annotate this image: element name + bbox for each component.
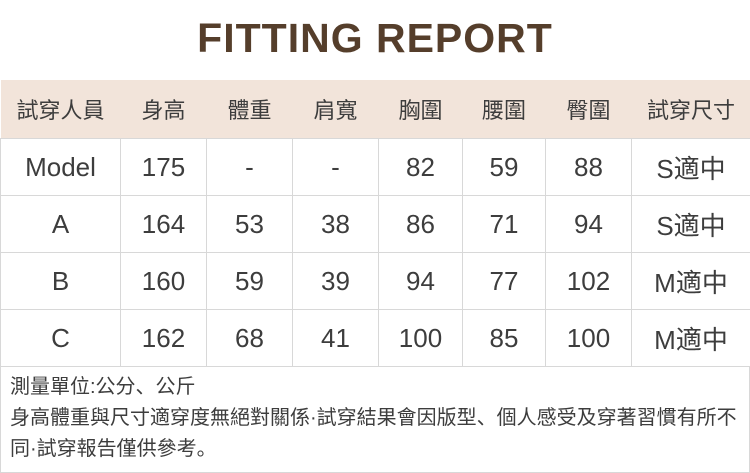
col-header-height: 身高 <box>121 80 207 139</box>
col-header-hip: 臀圍 <box>546 80 632 139</box>
table-row-b: B 160 59 39 94 77 102 M適中 <box>1 253 750 310</box>
cell-weight: 68 <box>207 310 293 367</box>
cell-waist: 77 <box>463 253 546 310</box>
cell-height: 164 <box>121 196 207 253</box>
cell-bust: 94 <box>379 253 463 310</box>
cell-hip: 102 <box>546 253 632 310</box>
col-header-size: 試穿尺寸 <box>632 80 750 139</box>
cell-fitter: A <box>1 196 121 253</box>
cell-fitter: Model <box>1 139 121 196</box>
cell-size: S適中 <box>632 196 750 253</box>
note-measurement-units: 測量單位:公分、公斤 <box>10 372 740 403</box>
col-header-bust: 胸圍 <box>379 80 463 139</box>
cell-shoulder: - <box>293 139 379 196</box>
cell-waist: 85 <box>463 310 546 367</box>
cell-weight: - <box>207 139 293 196</box>
cell-height: 175 <box>121 139 207 196</box>
table-row-c: C 162 68 41 100 85 100 M適中 <box>1 310 750 367</box>
cell-height: 160 <box>121 253 207 310</box>
fitting-table: 試穿人員 身高 體重 肩寬 胸圍 腰圍 臀圍 試穿尺寸 Model 175 - … <box>0 80 750 367</box>
col-header-shoulder: 肩寬 <box>293 80 379 139</box>
cell-weight: 59 <box>207 253 293 310</box>
notes-block: 測量單位:公分、公斤 身高體重與尺寸適穿度無絕對關係·試穿結果會因版型、個人感受… <box>0 367 750 473</box>
cell-bust: 86 <box>379 196 463 253</box>
cell-size: M適中 <box>632 253 750 310</box>
cell-hip: 88 <box>546 139 632 196</box>
col-header-fitter: 試穿人員 <box>1 80 121 139</box>
table-header-row: 試穿人員 身高 體重 肩寬 胸圍 腰圍 臀圍 試穿尺寸 <box>1 80 750 139</box>
cell-waist: 71 <box>463 196 546 253</box>
cell-size: S適中 <box>632 139 750 196</box>
cell-hip: 94 <box>546 196 632 253</box>
cell-height: 162 <box>121 310 207 367</box>
cell-waist: 59 <box>463 139 546 196</box>
note-disclaimer: 身高體重與尺寸適穿度無絕對關係·試穿結果會因版型、個人感受及穿著習慣有所不同·試… <box>10 403 740 465</box>
table-row-model: Model 175 - - 82 59 88 S適中 <box>1 139 750 196</box>
page-title: FITTING REPORT <box>0 0 750 80</box>
cell-fitter: B <box>1 253 121 310</box>
cell-fitter: C <box>1 310 121 367</box>
cell-bust: 100 <box>379 310 463 367</box>
cell-bust: 82 <box>379 139 463 196</box>
cell-shoulder: 39 <box>293 253 379 310</box>
col-header-waist: 腰圍 <box>463 80 546 139</box>
table-row-a: A 164 53 38 86 71 94 S適中 <box>1 196 750 253</box>
cell-hip: 100 <box>546 310 632 367</box>
col-header-weight: 體重 <box>207 80 293 139</box>
cell-shoulder: 38 <box>293 196 379 253</box>
cell-size: M適中 <box>632 310 750 367</box>
cell-weight: 53 <box>207 196 293 253</box>
cell-shoulder: 41 <box>293 310 379 367</box>
